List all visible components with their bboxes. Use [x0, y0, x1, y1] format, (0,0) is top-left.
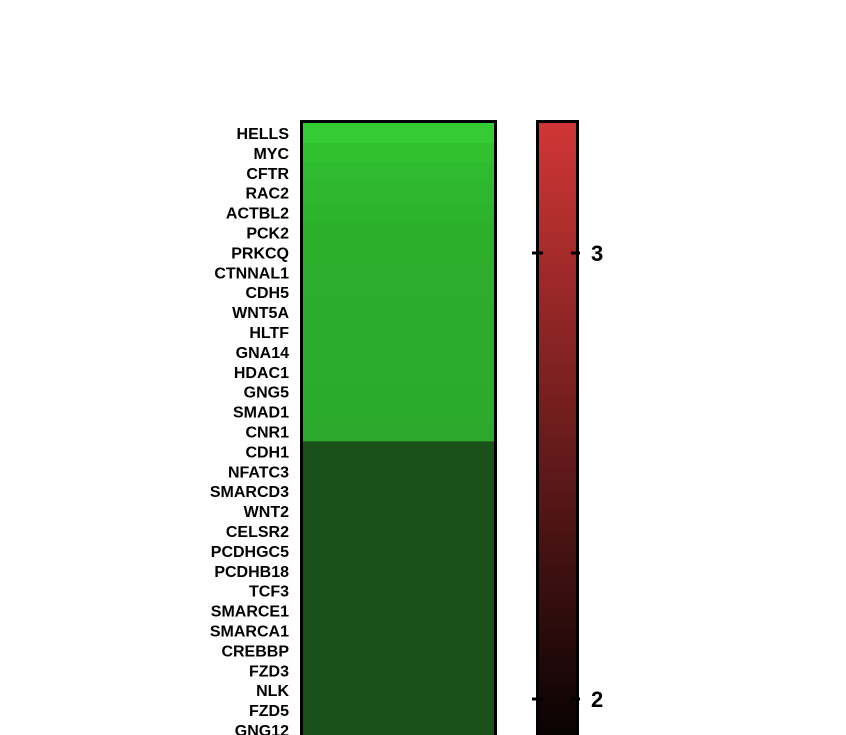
- heatmap-cell: [303, 142, 494, 164]
- heatmap-cell: [303, 182, 494, 204]
- heatmap-cell: [303, 262, 494, 283]
- heatmap-cell: [303, 540, 494, 562]
- heatmap-cell: [303, 680, 494, 701]
- row-label: WNT5A: [232, 305, 289, 322]
- row-label: GNA14: [236, 345, 289, 362]
- row-label: CTNNAL1: [214, 265, 289, 282]
- heatmap-cell: [303, 322, 494, 343]
- row-label: CDH5: [245, 285, 289, 302]
- row-label: NFATC3: [228, 464, 289, 481]
- heatmap-cell: [303, 441, 494, 462]
- row-label: CELSR2: [226, 524, 289, 541]
- row-label: CDH1: [245, 444, 289, 461]
- row-label: CNR1: [245, 424, 289, 441]
- heatmap-cell: [303, 381, 494, 403]
- heatmap-cell: [303, 521, 494, 542]
- row-label: SMARCE1: [211, 604, 289, 621]
- row-label: CREBBP: [221, 643, 289, 660]
- heatmap-cell: [303, 123, 494, 144]
- heatmap-cell: [303, 302, 494, 323]
- row-label: MYC: [253, 146, 289, 163]
- row-label: FZD5: [249, 703, 289, 720]
- heatmap-cell: [303, 660, 494, 681]
- heatmap-border: [300, 120, 497, 735]
- row-label: PRKCQ: [231, 245, 289, 262]
- row-label: PCDHB18: [214, 564, 289, 581]
- heatmap-cell: [303, 282, 494, 303]
- row-label: PCK2: [246, 225, 289, 242]
- heatmap-cell: [303, 461, 494, 482]
- heatmap-cell: [303, 202, 494, 223]
- heatmap-cell: [303, 162, 494, 184]
- row-label: HDAC1: [234, 365, 289, 382]
- heatmap-cell: [303, 222, 494, 243]
- heatmap-cell: [303, 600, 494, 621]
- heatmap-cell: [303, 481, 494, 502]
- row-label: FZD3: [249, 663, 289, 680]
- row-labels: HELLS MYC CFTR RAC2 ACTBL2 PCK2 PRKCQ CTNNAL1 CD…: [210, 126, 290, 735]
- heatmap-cell: [303, 640, 494, 661]
- row-label: GNG5: [244, 385, 289, 402]
- colorbar: [536, 120, 579, 735]
- heatmap-cell: [303, 361, 494, 383]
- row-label: PCDHGC5: [211, 544, 289, 561]
- heatmap-cell: [303, 700, 494, 721]
- row-label: NLK: [256, 683, 289, 700]
- row-label: HELLS: [237, 126, 290, 143]
- row-label: RAC2: [245, 186, 289, 203]
- heatmap-cell: [303, 560, 494, 582]
- heatmap-cell: [303, 501, 494, 522]
- row-label: SMARCA1: [210, 623, 289, 640]
- colorbar-ticks: 32: [532, 241, 603, 712]
- row-label: HLTF: [249, 325, 289, 342]
- heatmap-cell: [303, 580, 494, 602]
- heatmap-cell: [303, 341, 494, 363]
- row-label: CFTR: [246, 166, 289, 183]
- colorbar-tick-label: 3: [591, 241, 603, 266]
- row-label: SMARCD3: [210, 484, 289, 501]
- row-label: SMAD1: [233, 405, 289, 422]
- heatmap-cell: [303, 421, 494, 442]
- heatmap-cell: [303, 242, 494, 263]
- row-label: TCF3: [249, 584, 289, 601]
- row-label: WNT2: [244, 504, 289, 521]
- heatmap-cell: [303, 401, 494, 422]
- heatmap-cells: [303, 123, 494, 735]
- heatmap-cell: [303, 620, 494, 641]
- row-label: GNG12: [235, 723, 289, 735]
- colorbar-tick-label: 2: [591, 687, 603, 712]
- heatmap-cell: [303, 720, 494, 735]
- row-label: ACTBL2: [226, 206, 289, 223]
